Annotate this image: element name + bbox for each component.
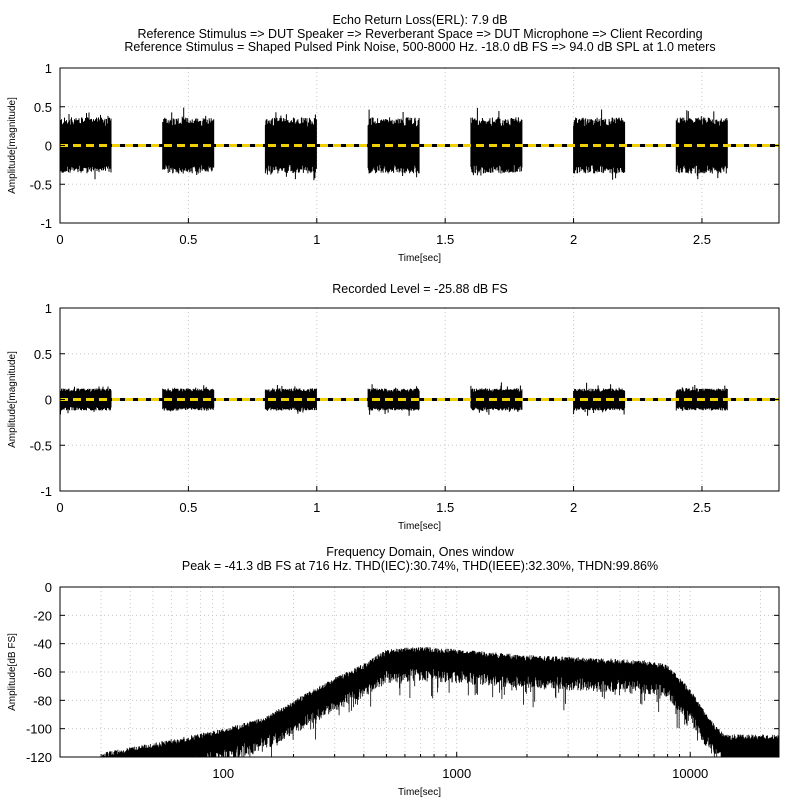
y-tick-label: -40 xyxy=(33,637,52,652)
chart-title-line: Reference Stimulus => DUT Speaker => Rev… xyxy=(137,27,702,41)
x-tick-label: 0.5 xyxy=(179,500,197,515)
y-axis-label: Amplitude[dB FS] xyxy=(7,633,18,711)
x-tick-label: 2 xyxy=(570,232,577,247)
x-tick-label: 1.5 xyxy=(436,500,454,515)
y-tick-label: -0.5 xyxy=(30,438,52,453)
y-tick-label: -1 xyxy=(40,484,52,499)
x-tick-label: 100 xyxy=(212,766,234,781)
y-tick-label: -1 xyxy=(40,216,52,231)
chart-title-line: Peak = -41.3 dB FS at 716 Hz. THD(IEC):3… xyxy=(182,559,658,573)
chart-title-line: Reference Stimulus = Shaped Pulsed Pink … xyxy=(124,40,715,54)
plot-data xyxy=(59,107,779,181)
y-tick-label: 1 xyxy=(45,61,52,76)
x-tick-label: 0 xyxy=(56,232,63,247)
x-tick-label: 1 xyxy=(313,500,320,515)
x-tick-label: 2 xyxy=(570,500,577,515)
x-tick-label: 1000 xyxy=(442,766,471,781)
grid xyxy=(60,308,779,491)
x-axis-label: Time[sec] xyxy=(398,787,441,798)
x-tick-label: 0.5 xyxy=(179,232,197,247)
chart-title-line: Frequency Domain, Ones window xyxy=(326,545,515,559)
y-tick-label: -20 xyxy=(33,608,52,623)
y-tick-label: -120 xyxy=(26,750,52,765)
grid xyxy=(60,587,779,757)
y-tick-label: -60 xyxy=(33,665,52,680)
x-axis-label: Time[sec] xyxy=(398,253,441,264)
x-tick-label: 1 xyxy=(313,232,320,247)
x-tick-label: 1.5 xyxy=(436,232,454,247)
x-tick-label: 2.5 xyxy=(693,500,711,515)
y-tick-label: -0.5 xyxy=(30,177,52,192)
y-tick-label: -80 xyxy=(33,693,52,708)
x-tick-label: 0 xyxy=(56,500,63,515)
y-tick-label: -100 xyxy=(26,722,52,737)
y-axis-label: Amplitude[magnitude] xyxy=(7,97,18,194)
plot-data xyxy=(101,647,779,757)
spectrum-series xyxy=(101,647,779,757)
x-axis-label: Time[sec] xyxy=(398,521,441,532)
y-tick-label: 0 xyxy=(45,580,52,595)
y-tick-label: 1 xyxy=(45,301,52,316)
plot-2: Recorded Level = -25.88 dB FS -1 -0.5 0 0.5 1… xyxy=(7,282,780,532)
chart-title-line: Recorded Level = -25.88 dB FS xyxy=(332,282,507,296)
y-axis-label: Amplitude[magnitude] xyxy=(7,351,18,448)
x-tick-label: 2.5 xyxy=(693,232,711,247)
y-tick-label: 0 xyxy=(45,393,52,408)
x-tick-label: 10000 xyxy=(672,766,708,781)
waveform-series xyxy=(59,107,728,181)
y-tick-label: 0.5 xyxy=(34,100,52,115)
chart-title-line: Echo Return Loss(ERL): 7.9 dB xyxy=(332,13,507,27)
y-tick-label: 0 xyxy=(45,139,52,154)
plot-data xyxy=(59,382,779,416)
y-tick-label: 0.5 xyxy=(34,347,52,362)
